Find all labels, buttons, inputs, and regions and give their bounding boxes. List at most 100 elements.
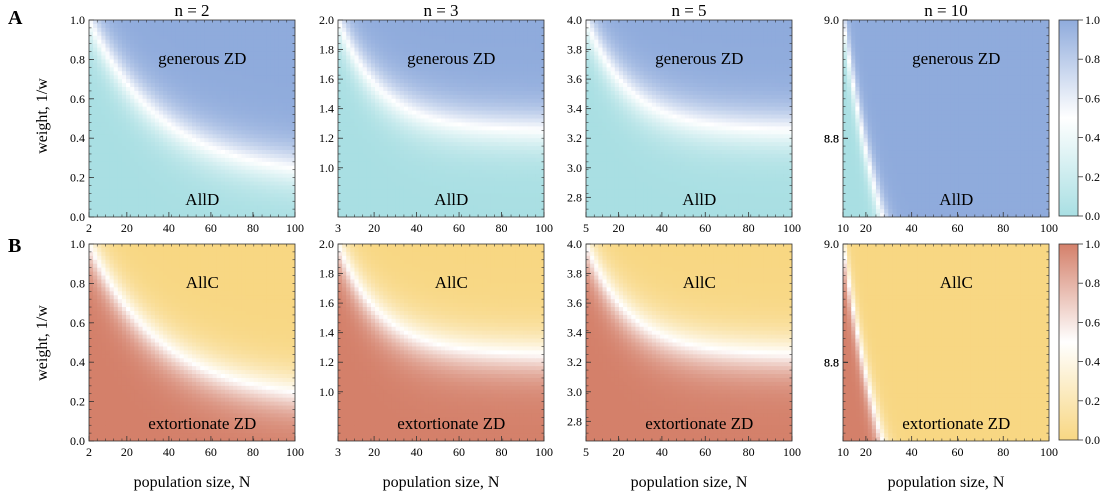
heatmap-cell [204,366,209,371]
heatmap-cell [266,417,271,422]
heatmap-cell [208,402,213,407]
heatmap-cell [176,287,181,292]
heatmap-cell [200,91,205,96]
heatmap-cell [213,378,218,383]
heatmap-cell [184,71,189,76]
heatmap-cell [266,138,271,143]
heatmap-cell [279,366,284,371]
heatmap-cell [114,346,119,351]
heatmap-cell [118,95,123,100]
heatmap-cell [204,174,209,179]
heatmap-cell [233,303,238,308]
heatmap-cell [266,205,271,210]
heatmap-cell [200,248,205,253]
heatmap-cell [250,71,255,76]
heatmap-cell [110,362,115,367]
heatmap-cell [279,252,284,257]
heatmap-cell [101,429,106,434]
heatmap-cell [122,319,127,324]
heatmap-cell [279,111,284,116]
heatmap-cell [159,394,164,399]
heatmap-cell [250,28,255,33]
heatmap-cell [204,20,209,25]
heatmap-cell [237,28,242,33]
heatmap-cell [213,182,218,187]
heatmap-cell [184,260,189,265]
heatmap-cell [110,378,115,383]
heatmap-cell [188,390,193,395]
heatmap-cell [192,154,197,159]
heatmap-cell [279,402,284,407]
heatmap-cell [237,402,242,407]
heatmap-cell [134,327,139,332]
heatmap-cell [89,378,94,383]
heatmap-cell [155,390,160,395]
heatmap-cell [237,268,242,273]
heatmap-cell [130,362,135,367]
heatmap-cell [134,115,139,120]
heatmap-cell [233,315,238,320]
heatmap-cell [105,162,110,167]
heatmap-cell [229,24,234,29]
heatmap-cell [110,319,115,324]
heatmap-cell [130,264,135,269]
heatmap-cell [126,67,131,72]
heatmap-cell [262,335,267,340]
heatmap-cell [171,335,176,340]
heatmap-cell [241,28,246,33]
heatmap-cell [274,315,279,320]
heatmap-cell [279,346,284,351]
heatmap-cell [213,103,218,108]
heatmap-cell [270,182,275,187]
heatmap-cell [246,382,251,387]
heatmap-cell [163,374,168,379]
heatmap-cell [274,429,279,434]
heatmap-cell [101,295,106,300]
heatmap-cell [151,323,156,328]
heatmap-cell [114,209,119,214]
heatmap-cell [221,319,226,324]
heatmap-cell [188,103,193,108]
heatmap-cell [134,122,139,127]
heatmap-cell [192,406,197,411]
heatmap-cell [258,134,263,139]
heatmap-cell [229,44,234,49]
heatmap-cell [93,142,98,147]
heatmap-cell [200,402,205,407]
heatmap-cell [97,107,102,112]
heatmap-cell [246,197,251,202]
heatmap-cell [200,378,205,383]
heatmap-cell [225,146,230,151]
heatmap-cell [225,303,230,308]
heatmap-cell [270,193,275,198]
heatmap-cell [196,256,201,261]
heatmap-cell [134,331,139,336]
heatmap-cell [110,44,115,49]
heatmap-cell [262,343,267,348]
heatmap-cell [250,91,255,96]
heatmap-cell [171,276,176,281]
heatmap-cell [126,248,131,253]
heatmap-cell [241,122,246,127]
heatmap-cell [176,205,181,210]
heatmap-cell [97,158,102,163]
heatmap-cell [246,24,251,29]
heatmap-cell [229,283,234,288]
heatmap-cell [270,205,275,210]
heatmap-cell [221,158,226,163]
heatmap-cell [221,126,226,131]
heatmap-cell [180,83,185,88]
heatmap-cell [250,158,255,163]
heatmap-cell [274,417,279,422]
heatmap-cell [229,79,234,84]
heatmap-cell [147,166,152,171]
heatmap-cell [155,36,160,41]
heatmap-cell [118,55,123,60]
heatmap-cell [176,138,181,143]
heatmap-cell [126,99,131,104]
heatmap-cell [196,386,201,391]
heatmap-cell [171,193,176,198]
heatmap-cell [262,197,267,202]
heatmap-cell [279,279,284,284]
heatmap-cell [208,354,213,359]
